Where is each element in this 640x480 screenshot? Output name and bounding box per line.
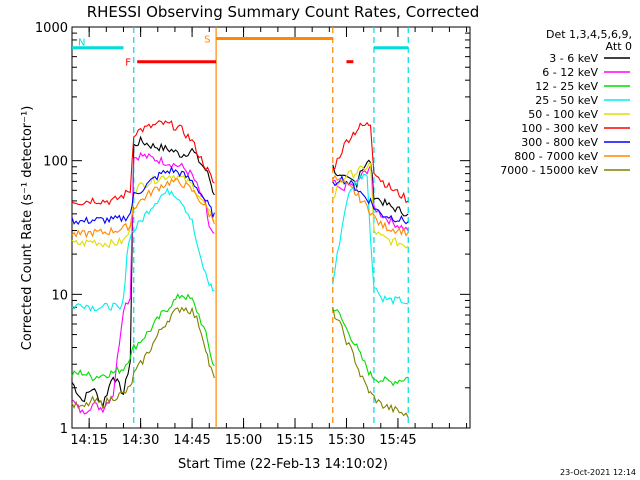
x-tick-label: 15:30: [328, 433, 365, 448]
series-line: [71, 293, 409, 387]
y-tick-label: 1000: [35, 21, 68, 36]
series-line: [71, 174, 409, 239]
x-tick-label: 14:15: [70, 433, 107, 448]
x-tick-label: 14:30: [122, 433, 159, 448]
y-tick-label: 1: [60, 422, 68, 437]
legend-entry-label: 6 - 12 keV: [542, 66, 598, 79]
legend-entry-label: 800 - 7000 keV: [514, 150, 598, 163]
series-line: [71, 165, 409, 225]
y-axis-label: Corrected Count Rate (s⁻¹ detector⁻¹): [20, 106, 35, 351]
legend-entry-label: 7000 - 15000 keV: [500, 164, 598, 177]
x-tick-label: 15:15: [276, 433, 313, 448]
y-tick-label: 10: [51, 288, 68, 303]
flag-label: N: [78, 38, 85, 49]
flag-label: S: [204, 35, 210, 46]
series-line: [71, 306, 409, 418]
plot-frame: [71, 26, 471, 429]
x-tick-label: 15:45: [379, 433, 416, 448]
series-line: [71, 120, 409, 206]
legend-entry-label: 50 - 100 keV: [528, 108, 598, 121]
plot-area: 1 10 100 1000 14:15 14:30 14:45 15:00 15:15 15:30…: [35, 21, 471, 448]
chart-title: RHESSI Observing Summary Count Rates, Co…: [87, 3, 480, 21]
timestamp: 23-Oct-2021 12:14: [560, 468, 636, 477]
legend-entry-label: 12 - 25 keV: [535, 80, 598, 93]
flag-label: F: [125, 58, 131, 69]
x-tick-label: 15:00: [225, 433, 262, 448]
series-line: [71, 162, 409, 249]
legend-entry-label: 25 - 50 keV: [535, 94, 598, 107]
x-axis-label: Start Time (22-Feb-13 14:10:02): [178, 457, 388, 472]
series-line: [71, 173, 409, 312]
legend-header: Det 1,3,4,5,6,9,: [546, 28, 632, 41]
legend-entry-label: 100 - 300 keV: [521, 122, 598, 135]
legend-entry-label: 300 - 800 keV: [521, 136, 598, 149]
x-tick-label: 14:45: [173, 433, 210, 448]
y-tick-label: 100: [43, 155, 68, 170]
legend-entry-label: 3 - 6 keV: [549, 52, 598, 65]
legend-header: Att 0: [606, 40, 632, 53]
